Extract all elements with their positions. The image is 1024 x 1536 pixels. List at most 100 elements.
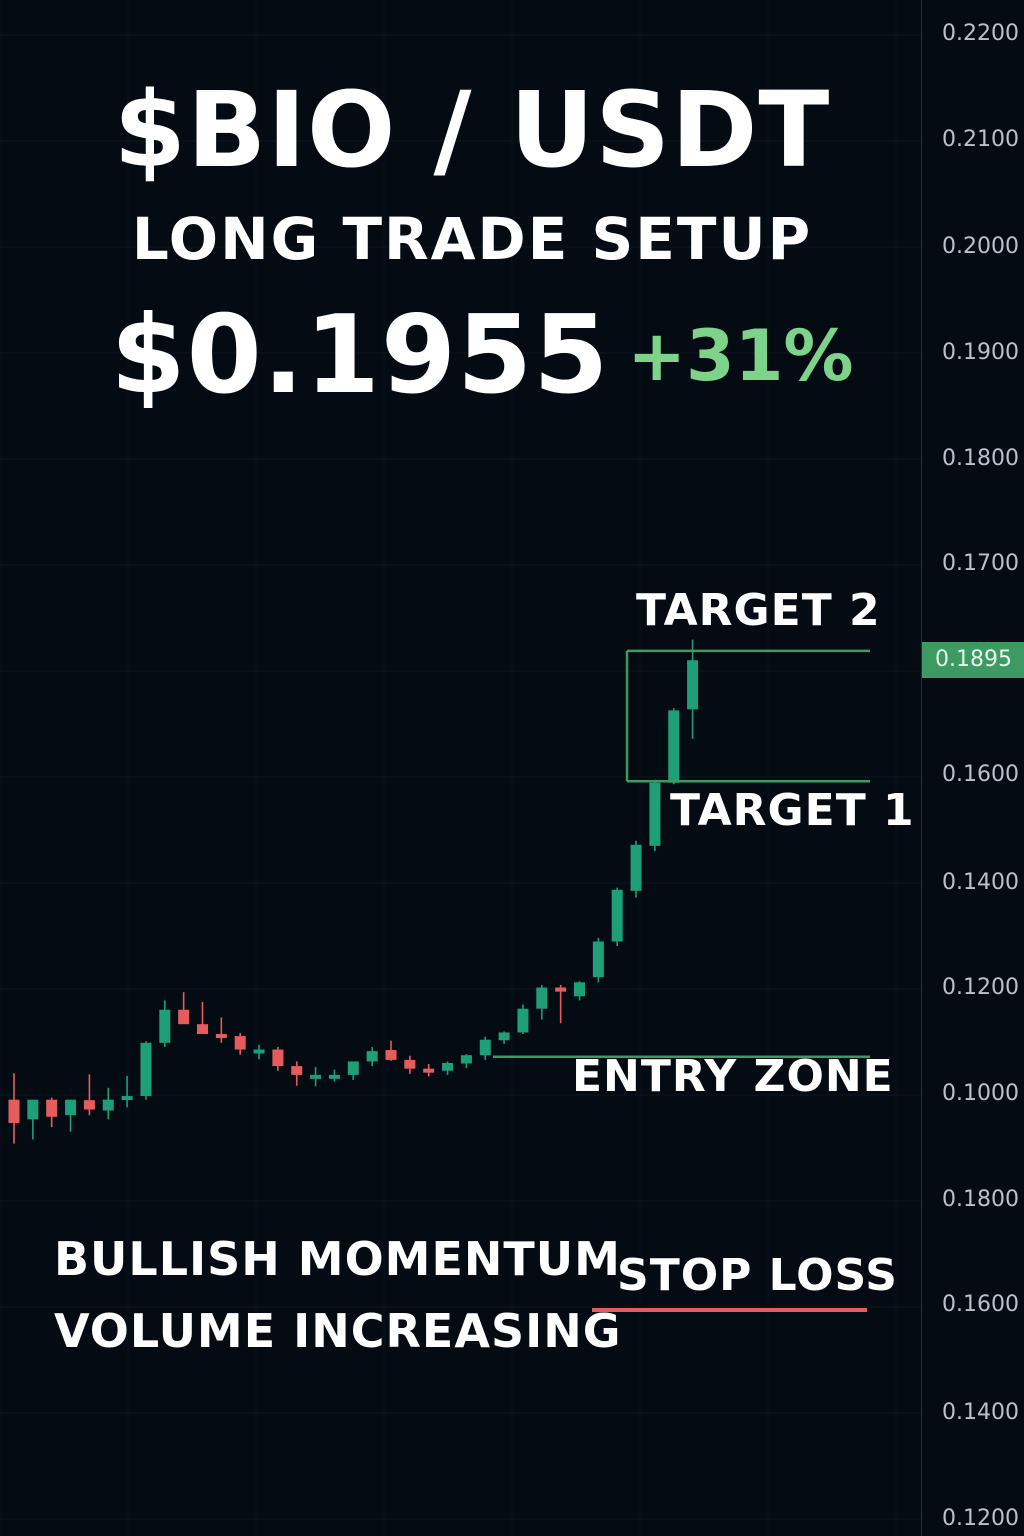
bear-candle bbox=[404, 1055, 416, 1074]
bear-candle bbox=[423, 1064, 435, 1077]
bull-candle bbox=[479, 1036, 491, 1060]
candle-body bbox=[27, 1099, 39, 1120]
candle-body bbox=[668, 710, 680, 783]
bull-candle bbox=[442, 1061, 454, 1075]
candle-body bbox=[328, 1074, 340, 1079]
candle-body bbox=[423, 1068, 435, 1073]
bear-candle bbox=[272, 1046, 284, 1071]
bull-candle bbox=[27, 1099, 39, 1140]
bull-candle bbox=[630, 840, 642, 898]
candle-body bbox=[291, 1066, 303, 1075]
candle-body bbox=[630, 844, 642, 891]
setup-subtitle: LONG TRADE SETUP bbox=[131, 205, 813, 273]
candle-body bbox=[83, 1100, 95, 1110]
bull-candle bbox=[366, 1046, 378, 1067]
bull-candle bbox=[65, 1099, 77, 1132]
bull-candle bbox=[517, 1004, 529, 1035]
axis-tick: 0.2000 bbox=[942, 234, 1019, 259]
axis-tick: 0.1900 bbox=[942, 340, 1019, 365]
axis-tick: 0.1700 bbox=[942, 551, 1019, 576]
bear-candle bbox=[555, 984, 567, 1024]
candle-body bbox=[611, 889, 623, 942]
candle-body bbox=[498, 1032, 510, 1041]
candle-body bbox=[404, 1059, 416, 1069]
stop-loss-label: STOP LOSS bbox=[617, 1250, 898, 1301]
axis-tick: 0.1400 bbox=[942, 1400, 1019, 1425]
candle-body bbox=[517, 1008, 529, 1033]
bull-candle bbox=[159, 1000, 171, 1047]
price-change: +31% bbox=[627, 315, 854, 397]
axis-tick: 0.1800 bbox=[942, 446, 1019, 471]
candle-body bbox=[272, 1049, 284, 1067]
candle-body bbox=[46, 1099, 58, 1117]
bear-candle bbox=[46, 1097, 58, 1128]
candle-body bbox=[215, 1034, 227, 1039]
candle-body bbox=[649, 782, 661, 846]
background-grid bbox=[0, 34, 921, 1520]
target-2-label: TARGET 2 bbox=[636, 585, 881, 636]
candle-body bbox=[140, 1042, 152, 1097]
bull-candle bbox=[121, 1075, 133, 1108]
bull-candle bbox=[347, 1061, 359, 1081]
current-price-tag: 0.1895 bbox=[922, 642, 1024, 678]
current-price: $0.1955 bbox=[110, 293, 610, 418]
bull-candle bbox=[592, 937, 604, 983]
bull-candle bbox=[687, 639, 699, 739]
candle-body bbox=[385, 1050, 397, 1060]
note-volume-increasing: VOLUME INCREASING bbox=[54, 1304, 622, 1358]
candle-body bbox=[234, 1036, 246, 1050]
bear-candle bbox=[83, 1074, 95, 1116]
candle-body bbox=[102, 1099, 114, 1111]
bull-candle bbox=[253, 1044, 265, 1060]
candle-body bbox=[687, 660, 699, 710]
price-row: $0.1955 +31% bbox=[0, 296, 964, 416]
candle-body bbox=[159, 1009, 171, 1043]
candle-body bbox=[555, 987, 567, 992]
bull-candle bbox=[310, 1067, 322, 1087]
bull-candle bbox=[668, 708, 680, 785]
axis-tick: 0.1400 bbox=[942, 870, 1019, 895]
axis-tick: 0.1600 bbox=[942, 762, 1019, 787]
axis-tick: 0.1600 bbox=[942, 1292, 1019, 1317]
bull-candle bbox=[498, 1031, 510, 1044]
note-bullish-momentum: BULLISH MOMENTUM bbox=[54, 1232, 621, 1286]
bear-candle bbox=[234, 1032, 246, 1055]
axis-tick: 0.1000 bbox=[942, 1081, 1019, 1106]
bull-candle bbox=[649, 779, 661, 852]
candle-body bbox=[366, 1051, 378, 1062]
axis-tick: 0.1200 bbox=[942, 1506, 1019, 1531]
bear-candle bbox=[197, 1001, 208, 1035]
price-axis: 0.2200 0.2100 0.2000 0.1900 0.1800 0.170… bbox=[921, 0, 1024, 1536]
bull-candle bbox=[460, 1054, 472, 1069]
axis-tick: 0.2100 bbox=[942, 127, 1019, 152]
bear-candle bbox=[385, 1040, 397, 1061]
bear-candle bbox=[178, 992, 190, 1025]
candle-body bbox=[536, 987, 548, 1009]
candle-body bbox=[197, 1024, 208, 1035]
candle-body bbox=[253, 1049, 265, 1054]
target-1-label: TARGET 1 bbox=[670, 785, 915, 836]
candle-body bbox=[442, 1062, 454, 1071]
candle-body bbox=[310, 1074, 322, 1079]
bear-candle bbox=[291, 1061, 303, 1086]
axis-tick: 0.2200 bbox=[942, 21, 1019, 46]
bull-candle bbox=[611, 887, 623, 947]
bull-candle bbox=[102, 1087, 114, 1120]
candle-body bbox=[121, 1096, 133, 1101]
candle-body bbox=[574, 982, 585, 997]
candle-body bbox=[8, 1099, 20, 1123]
bear-candle bbox=[215, 1017, 227, 1043]
candlestick-chart bbox=[8, 639, 870, 1312]
bull-candle bbox=[574, 981, 585, 1001]
candle-body bbox=[347, 1061, 359, 1075]
candle-body bbox=[178, 1009, 190, 1025]
candle-body bbox=[460, 1055, 472, 1064]
candle-body bbox=[479, 1039, 491, 1056]
candle-body bbox=[592, 941, 604, 978]
pair-title: $BIO / USDT bbox=[113, 69, 831, 191]
bull-candle bbox=[536, 984, 548, 1020]
bull-candle bbox=[140, 1041, 152, 1100]
axis-tick: 0.1200 bbox=[942, 975, 1019, 1000]
bull-candle bbox=[328, 1069, 340, 1082]
